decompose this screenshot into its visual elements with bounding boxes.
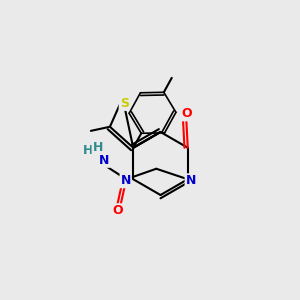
Text: H: H [83,144,93,157]
Text: S: S [120,97,129,110]
Text: N: N [99,154,110,167]
Text: N: N [121,174,131,187]
Text: H: H [93,141,103,154]
Text: O: O [112,204,123,217]
Text: N: N [186,174,196,187]
Text: O: O [181,107,192,120]
